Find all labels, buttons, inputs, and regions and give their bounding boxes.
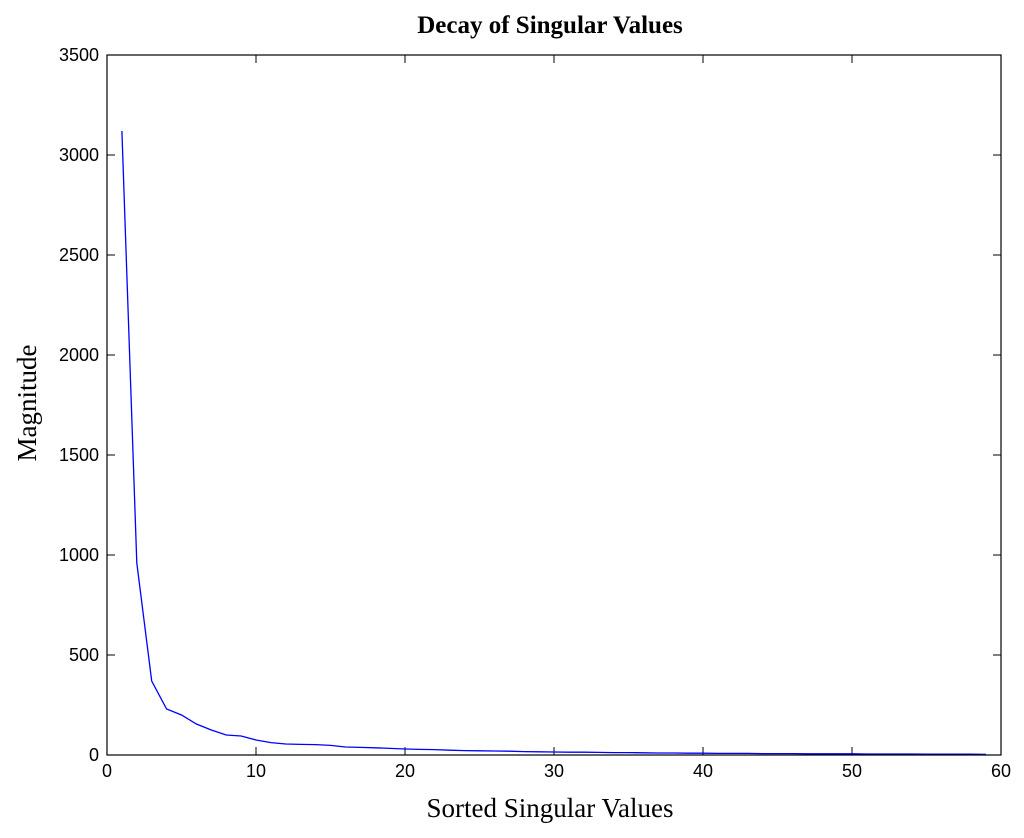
y-tick-label: 0: [89, 745, 99, 765]
x-axis-label: Sorted Singular Values: [427, 793, 674, 823]
y-tick-label: 3500: [59, 45, 99, 65]
chart-title: Decay of Singular Values: [417, 12, 683, 39]
x-tick-label: 50: [842, 761, 862, 781]
y-tick-label: 3000: [59, 145, 99, 165]
x-tick-label: 10: [246, 761, 266, 781]
y-tick-label: 1500: [59, 445, 99, 465]
y-tick-label: 2500: [59, 245, 99, 265]
series-line-0: [121, 130, 987, 756]
x-tick-label: 0: [102, 761, 112, 781]
y-tick-label: 500: [69, 645, 99, 665]
y-tick-label: 2000: [59, 345, 99, 365]
plot-frame: [106, 54, 1002, 756]
x-tick-label: 40: [693, 761, 713, 781]
y-axis-label: Magnitude: [12, 344, 42, 461]
series-layer: [121, 130, 987, 756]
x-tick-label: 30: [544, 761, 564, 781]
y-tick-label: 1000: [59, 545, 99, 565]
x-tick-label: 60: [991, 761, 1011, 781]
x-tick-label: 20: [395, 761, 415, 781]
axes: 0 10 20 30 40 50 60 0 500 1000 1500 2000 2500 3000 350…: [59, 45, 1011, 781]
